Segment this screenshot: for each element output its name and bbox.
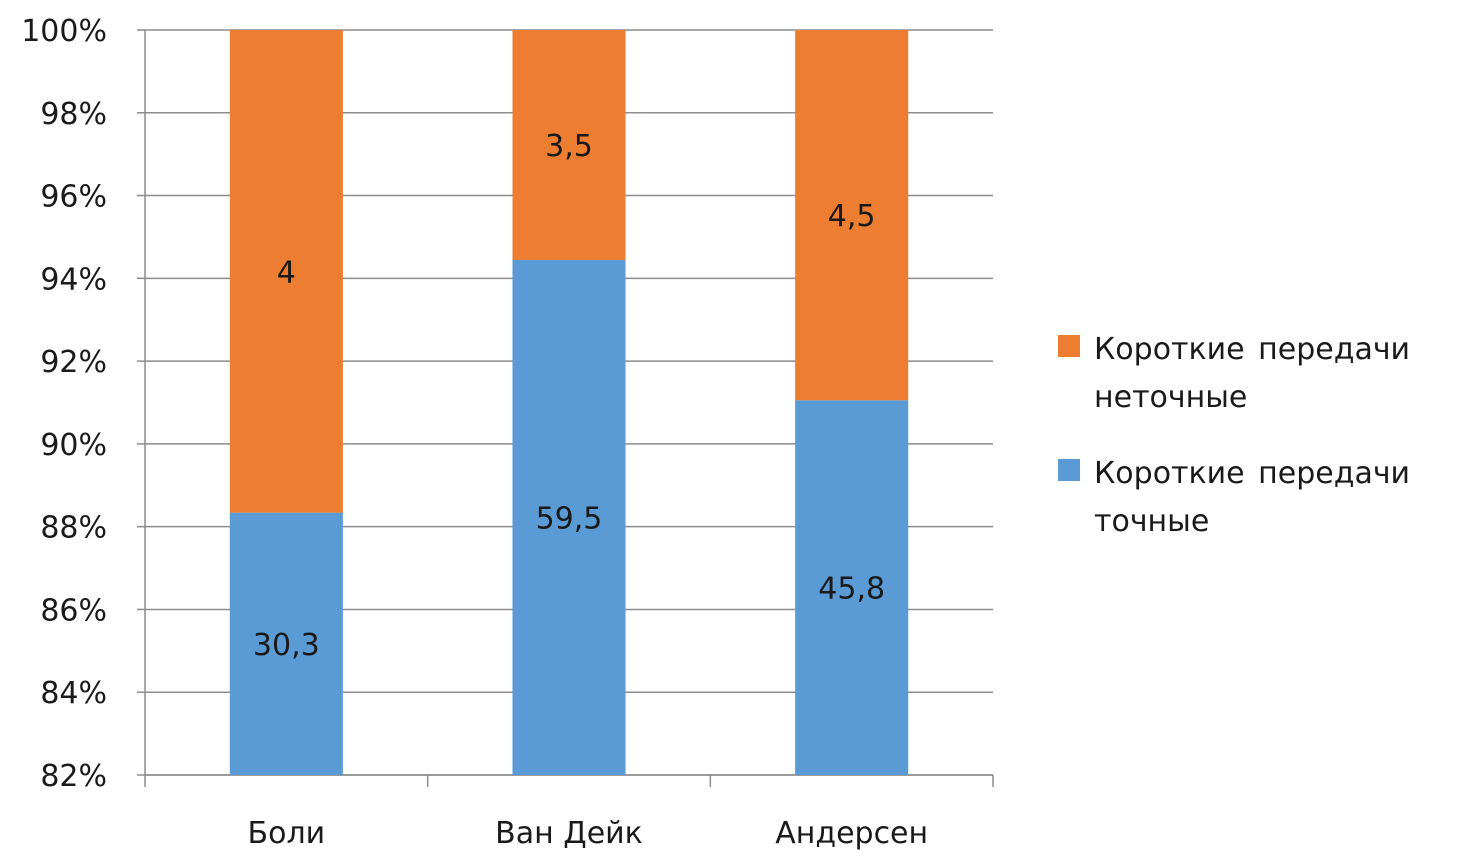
- data-label: 59,5: [536, 501, 603, 536]
- y-tick-label: 86%: [40, 593, 107, 628]
- legend-swatch-inaccurate: [1058, 335, 1080, 357]
- legend: Короткие передачи неточные Короткие пере…: [1058, 326, 1453, 574]
- y-tick-label: 98%: [40, 97, 107, 132]
- x-tick-label: Андерсен: [775, 816, 928, 851]
- y-tick-label: 100%: [21, 14, 107, 49]
- y-tick-label: 88%: [40, 511, 107, 546]
- legend-item-inaccurate: Короткие передачи неточные: [1058, 326, 1453, 422]
- data-label: 4: [277, 255, 296, 290]
- bar-segment-accurate: [229, 512, 343, 775]
- bar-segment-inaccurate: [795, 30, 909, 401]
- y-tick-label: 82%: [40, 759, 107, 794]
- data-label: 3,5: [545, 129, 593, 164]
- y-tick-label: 94%: [40, 262, 107, 297]
- legend-item-accurate: Короткие передачи точные: [1058, 450, 1453, 546]
- x-tick-label: Ван Дейк: [495, 816, 643, 851]
- bar-segment-accurate: [512, 259, 626, 776]
- data-label: 30,3: [253, 628, 320, 663]
- bar-segment-accurate: [795, 400, 909, 775]
- y-tick-label: 96%: [40, 180, 107, 215]
- legend-label-inaccurate: Короткие передачи неточные: [1094, 332, 1411, 415]
- y-tick-label: 90%: [40, 428, 107, 463]
- data-label: 4,5: [828, 199, 876, 234]
- bar-segment-inaccurate: [512, 30, 626, 260]
- legend-label-accurate: Короткие передачи точные: [1094, 456, 1411, 539]
- legend-swatch-accurate: [1058, 459, 1080, 481]
- y-tick-label: 84%: [40, 676, 107, 711]
- y-tick-label: 92%: [40, 345, 107, 380]
- bar-segment-inaccurate: [229, 30, 343, 513]
- data-label: 45,8: [818, 572, 885, 607]
- x-tick-label: Боли: [248, 816, 326, 851]
